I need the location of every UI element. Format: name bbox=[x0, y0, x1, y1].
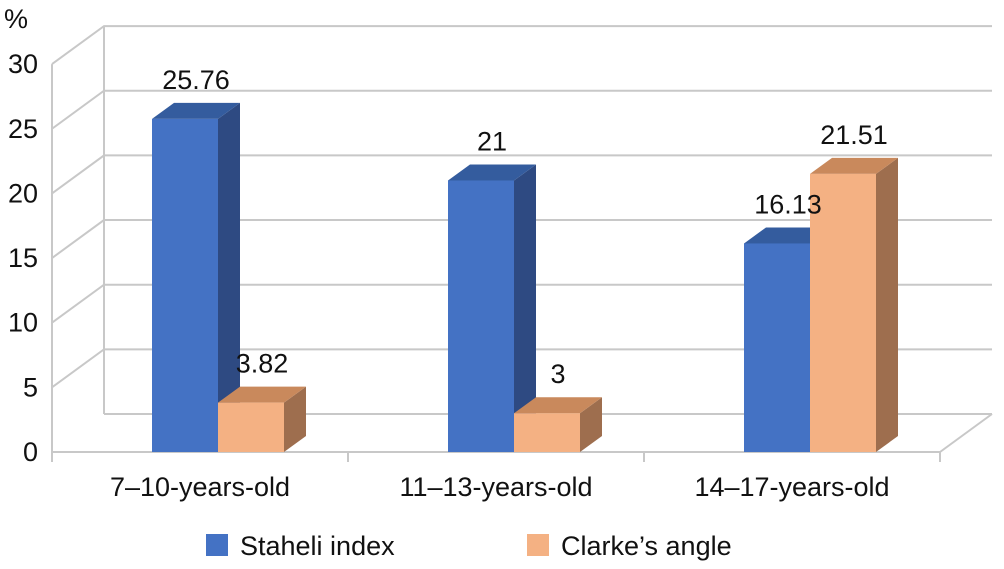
bar-front bbox=[218, 402, 284, 452]
y-tick-label: 15 bbox=[8, 243, 38, 273]
bar-top bbox=[448, 164, 536, 181]
x-category-label: 7–10-years-old bbox=[110, 472, 290, 502]
bar bbox=[514, 397, 602, 452]
bar-side bbox=[284, 386, 306, 452]
floor-right-edge bbox=[939, 413, 993, 453]
legend-label: Staheli index bbox=[240, 531, 395, 561]
bars bbox=[152, 102, 898, 452]
gridline bbox=[51, 154, 992, 195]
x-axis-categories: 7–10-years-old 11–13-years-old 14–17-years… bbox=[110, 472, 890, 502]
y-tick-label: 10 bbox=[8, 308, 38, 338]
bar-side bbox=[876, 157, 898, 452]
y-axis: % 0 5 10 15 20 25 30 bbox=[4, 4, 38, 467]
legend-item: Clarke’s angle bbox=[527, 531, 732, 561]
data-label: 25.76 bbox=[162, 65, 230, 95]
y-tick-label: 5 bbox=[23, 372, 38, 402]
data-label: 16.13 bbox=[754, 189, 822, 219]
gridline bbox=[51, 89, 992, 130]
legend-swatch bbox=[206, 534, 228, 556]
data-label: 21 bbox=[477, 126, 507, 156]
bar-side bbox=[218, 102, 240, 452]
bar-top bbox=[218, 386, 306, 403]
y-tick-label: 25 bbox=[8, 114, 38, 144]
y-tick-label: 30 bbox=[8, 49, 38, 79]
gridline bbox=[51, 219, 992, 259]
bar-front bbox=[744, 243, 810, 452]
bar-top bbox=[514, 397, 602, 414]
bar-front bbox=[810, 173, 876, 452]
legend: Staheli index Clarke’s angle bbox=[206, 531, 732, 561]
bar-top bbox=[152, 102, 240, 119]
legend-label: Clarke’s angle bbox=[561, 531, 732, 561]
x-category-label: 11–13-years-old bbox=[399, 472, 592, 502]
gridline bbox=[51, 25, 992, 65]
bar bbox=[810, 157, 898, 452]
data-labels: 25.76 3.82 21 3 16.13 21.51 bbox=[162, 65, 888, 389]
y-axis-unit: % bbox=[4, 4, 28, 34]
data-label: 3 bbox=[550, 359, 565, 389]
bar bbox=[218, 386, 306, 452]
data-label: 3.82 bbox=[236, 349, 289, 379]
bar-front bbox=[448, 180, 514, 452]
bar-side bbox=[514, 164, 536, 452]
bar-front bbox=[152, 118, 218, 452]
bar bbox=[152, 102, 240, 452]
y-tick-label: 20 bbox=[8, 178, 38, 208]
x-category-label: 14–17-years-old bbox=[694, 472, 889, 502]
gridline bbox=[51, 283, 992, 324]
y-tick-label: 0 bbox=[23, 437, 38, 467]
bar-side bbox=[580, 397, 602, 452]
data-label: 21.51 bbox=[820, 120, 888, 150]
gridline bbox=[51, 348, 992, 389]
bar-top bbox=[810, 157, 898, 174]
legend-swatch bbox=[527, 534, 549, 556]
bar-front bbox=[514, 413, 580, 452]
bar bbox=[448, 164, 536, 452]
legend-item: Staheli index bbox=[206, 531, 395, 561]
